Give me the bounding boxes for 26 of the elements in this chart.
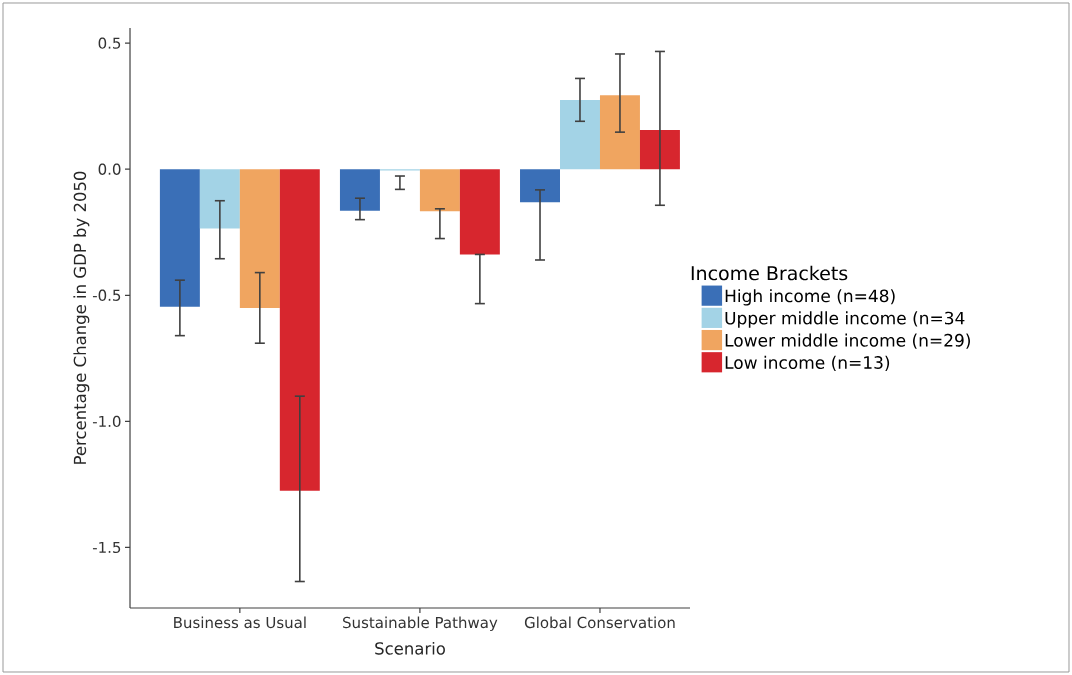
x-tick-label: Sustainable Pathway	[343, 616, 498, 632]
bar	[520, 169, 560, 203]
bar	[459, 169, 500, 255]
bar	[639, 130, 680, 170]
bar	[239, 169, 280, 308]
y-tick-label: -0.5	[92, 289, 121, 301]
bar	[279, 169, 320, 491]
legend-label: Lower middle income (n=29)	[725, 333, 970, 349]
legend-label: High income (n=48)	[725, 289, 895, 306]
y-tick-label: 0.0	[98, 163, 121, 175]
y-tick-label: -1.0	[92, 415, 121, 428]
bar	[339, 169, 380, 211]
legend-label: Upper middle income (n=34	[725, 311, 965, 328]
bar	[159, 169, 200, 307]
bar	[599, 95, 640, 170]
y-axis-title: Percentage Change in GDP by 2050	[73, 171, 90, 464]
y-tick-label: 0.5	[98, 37, 121, 49]
bar	[199, 169, 240, 229]
legend-title: Income Brackets	[691, 265, 848, 281]
x-tick-label: Global Conservation	[524, 616, 675, 629]
bar	[560, 100, 600, 170]
bar	[419, 169, 460, 212]
x-tick-label: Business as Usual	[174, 616, 306, 629]
x-axis-title: Scenario	[375, 641, 445, 655]
y-tick-label: -1.5	[92, 541, 121, 554]
legend-label: Low income (n=13)	[725, 355, 890, 371]
